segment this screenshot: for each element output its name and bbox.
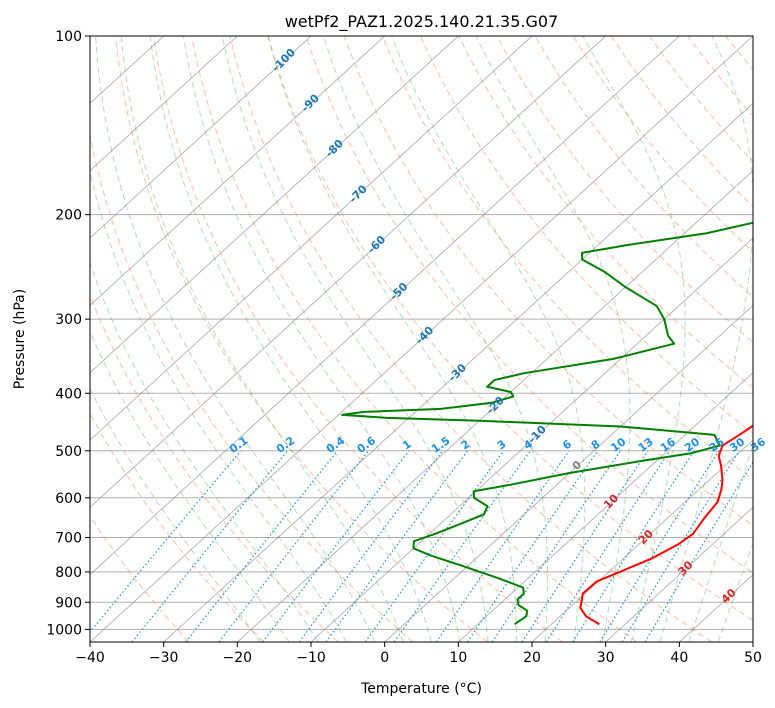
mixing-ratio-line <box>262 450 410 642</box>
dry-adiabat-line <box>305 36 753 574</box>
mixing-ratio-line <box>545 450 671 642</box>
chart-title: wetPf2_PAZ1.2025.140.21.35.G07 <box>285 12 559 32</box>
x-tick-label: 50 <box>744 650 762 666</box>
mixing-ratio-line <box>131 450 289 642</box>
x-tick-label: 30 <box>597 650 615 666</box>
moist-adiabat-line <box>90 330 290 642</box>
mixing-ratio-line <box>572 450 695 642</box>
moist-adiabat-line <box>182 36 461 642</box>
mixing-ratio-line <box>521 450 649 642</box>
x-tick-label: 20 <box>523 650 541 666</box>
x-tick-label: −10 <box>296 650 326 666</box>
mixing-ratio-line <box>644 461 753 642</box>
isotherm-line <box>90 36 238 172</box>
moist-adiabat-line <box>582 36 686 642</box>
y-tick-label: 500 <box>55 444 82 460</box>
mixing-ratio-line <box>435 450 570 642</box>
dry-adiabat-line <box>420 36 753 434</box>
isotherm-line <box>90 36 459 374</box>
dry-adiabat-line <box>114 36 488 642</box>
y-tick-label: 900 <box>55 595 82 611</box>
mixing-ratio-line <box>467 450 599 642</box>
moist-adiabat-line <box>717 542 753 642</box>
temperature-line <box>579 424 753 626</box>
mixing-ratio-line <box>621 450 740 642</box>
mixing-ratio-line <box>491 450 621 642</box>
x-tick-label: −30 <box>149 650 179 666</box>
y-tick-label: 400 <box>55 386 82 402</box>
moist-adiabat-line <box>323 36 549 642</box>
dry-adiabat-line <box>267 36 753 622</box>
dry-adiabat-line <box>90 515 190 642</box>
moist-adiabat-line <box>688 443 753 642</box>
mixing-ratio-line <box>90 450 242 633</box>
background-lines <box>90 36 753 642</box>
dry-adiabat-line <box>90 412 264 642</box>
isotherm-line <box>457 371 753 642</box>
mixing-ratio-line <box>298 450 444 642</box>
x-tick-label: 10 <box>449 650 467 666</box>
moist-adiabat-line <box>659 36 753 642</box>
y-tick-label: 200 <box>55 208 82 224</box>
y-tick-label: 600 <box>55 491 82 507</box>
dry-adiabat-line <box>534 36 753 298</box>
moist-adiabat-line <box>475 36 631 642</box>
isotherm-line <box>90 36 312 239</box>
y-tick-label: 700 <box>55 531 82 547</box>
moist-adiabat-line <box>95 36 376 642</box>
moist-adiabat-line <box>149 36 432 642</box>
x-tick-label: −40 <box>75 650 105 666</box>
moist-adiabat-line <box>90 261 319 642</box>
isotherm-line <box>90 36 680 576</box>
x-tick-label: 40 <box>670 650 688 666</box>
dry-adiabat-line <box>191 36 638 642</box>
plot-frame <box>89 35 754 643</box>
isotherm-line <box>605 506 753 642</box>
dry-adiabat-line <box>496 36 753 343</box>
y-tick-label: 300 <box>55 312 82 328</box>
dry-adiabat-line <box>229 36 713 642</box>
isotherm-line <box>90 36 386 307</box>
data-series <box>341 221 753 626</box>
dry-adiabat-line <box>153 36 563 642</box>
isotherm-line <box>531 439 753 642</box>
dewpoint-line <box>341 221 753 626</box>
mixing-ratio-line <box>325 450 469 642</box>
axes: −40 −30 −20 −10 0 10 20 30 40 50 100 200 300 400 500 60… <box>46 29 762 666</box>
dry-adiabat-line <box>90 132 414 642</box>
isotherm-line <box>163 102 753 642</box>
isotherm-line <box>90 36 753 642</box>
isotherm-line <box>236 169 753 642</box>
moist-adiabat-line <box>267 36 517 642</box>
moist-adiabat-line <box>90 387 261 642</box>
y-tick-label: 800 <box>55 565 82 581</box>
isotherm-line <box>384 304 753 642</box>
mixing-ratio-line <box>364 450 505 642</box>
mixing-ratio-line <box>185 450 339 642</box>
dry-adiabat-line <box>381 36 753 480</box>
y-axis-title: Pressure (hPa) <box>12 289 28 389</box>
dry-adiabat-line <box>458 36 753 389</box>
x-tick-label: 0 <box>380 650 389 666</box>
moist-adiabat-line <box>221 36 489 642</box>
isotherm-line <box>310 237 753 642</box>
y-tick-label: 1000 <box>46 622 82 638</box>
isotherm-line <box>90 36 607 509</box>
dry-adiabat-line <box>343 36 753 527</box>
moist-adiabat-line <box>391 36 586 642</box>
moist-adiabat-line <box>120 36 404 642</box>
moist-adiabat-line <box>90 169 347 642</box>
x-tick-label: −20 <box>223 650 253 666</box>
isotherm-line <box>90 36 533 441</box>
mixing-ratio-line <box>393 450 531 642</box>
y-tick-label: 100 <box>55 29 82 45</box>
x-axis-title: Temperature (°C) <box>360 681 482 697</box>
